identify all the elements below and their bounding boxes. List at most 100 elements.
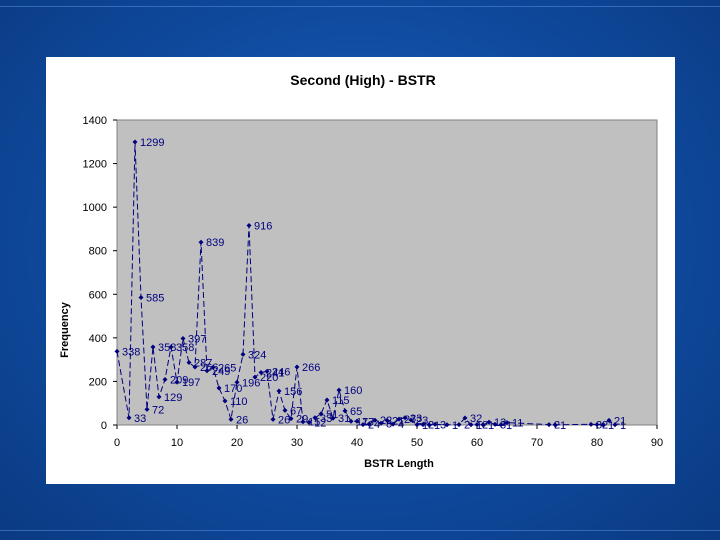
data-point-marker <box>354 418 360 424</box>
data-point-marker <box>264 368 270 374</box>
data-label: 397 <box>188 334 206 346</box>
data-label: 287 <box>194 357 212 369</box>
data-point-marker <box>270 416 276 422</box>
data-label: 1 <box>608 420 614 432</box>
data-label: 115 <box>332 395 350 407</box>
data-point-marker <box>444 422 450 428</box>
data-point-marker <box>318 411 324 417</box>
data-label: 358 <box>158 342 176 354</box>
data-label: 17 <box>362 416 374 428</box>
y-tick-label: 1200 <box>83 159 107 171</box>
data-point-marker <box>240 351 246 357</box>
data-label: 1 <box>434 420 440 432</box>
data-label: 209 <box>170 374 188 386</box>
data-label: 1 <box>560 420 566 432</box>
data-label: 338 <box>122 346 140 358</box>
data-label: 2 <box>464 420 470 432</box>
data-label: 358 <box>176 342 194 354</box>
data-point-marker <box>426 422 432 428</box>
data-label: 3 <box>596 419 602 431</box>
data-point-marker <box>456 422 462 428</box>
data-point-marker <box>468 422 474 428</box>
data-label: 4 <box>374 419 380 431</box>
y-tick-label: 200 <box>89 376 107 388</box>
data-label: 21 <box>392 415 404 427</box>
data-label: 3 <box>500 419 506 431</box>
data-label: 1 <box>488 420 494 432</box>
x-tick-label: 30 <box>291 437 303 449</box>
data-point-marker <box>312 415 318 421</box>
data-label: 266 <box>302 362 320 374</box>
line-chart: Second (High) - BSTR 0200400600800100012… <box>59 72 663 470</box>
data-point-marker <box>486 419 492 425</box>
data-point-marker <box>504 420 510 426</box>
data-point-marker <box>294 364 300 370</box>
data-point-marker <box>432 421 438 427</box>
x-tick-label: 70 <box>531 437 543 449</box>
x-tick-label: 20 <box>231 437 243 449</box>
data-point-marker <box>228 416 234 422</box>
data-point-marker <box>366 421 372 427</box>
data-point-marker <box>150 344 156 350</box>
x-tick-label: 0 <box>114 437 120 449</box>
x-tick-label: 60 <box>471 437 483 449</box>
data-point-marker <box>246 222 252 228</box>
data-point-marker <box>132 139 138 145</box>
x-tick-label: 50 <box>411 437 423 449</box>
x-tick-label: 40 <box>351 437 363 449</box>
data-label: 8 <box>386 418 392 430</box>
data-label: 2 <box>482 420 488 432</box>
data-label: 839 <box>206 237 224 249</box>
data-point-marker <box>414 422 420 428</box>
data-point-marker <box>144 406 150 412</box>
x-axis-title: BSTR Length <box>364 458 434 470</box>
data-label: 1299 <box>140 137 164 149</box>
data-point-marker <box>282 407 288 413</box>
data-label: 249 <box>212 366 230 378</box>
data-point-marker <box>372 417 378 423</box>
y-tick-label: 1400 <box>83 115 107 127</box>
data-point-marker <box>306 419 312 425</box>
data-label: 33 <box>320 413 332 425</box>
data-label: 916 <box>254 220 272 232</box>
data-label: 1 <box>422 420 428 432</box>
data-point-marker <box>390 421 396 427</box>
data-point-marker <box>258 369 264 375</box>
data-label: 26 <box>278 414 290 426</box>
data-point-marker <box>600 422 606 428</box>
data-point-marker <box>222 398 228 404</box>
data-point-marker <box>324 397 330 403</box>
data-label: 2 <box>554 420 560 432</box>
data-labels: 3383312995857235812920935819739728726683… <box>122 137 626 432</box>
data-label: 1 <box>620 420 626 432</box>
data-label: 33 <box>134 413 146 425</box>
data-point-marker <box>360 422 366 428</box>
data-label: 241 <box>266 367 284 379</box>
data-point-marker <box>210 364 216 370</box>
data-label: 33 <box>410 413 422 425</box>
data-label: 22 <box>380 415 392 427</box>
data-label: 17 <box>356 416 368 428</box>
x-tick-label: 90 <box>651 437 663 449</box>
data-label: 21 <box>614 415 626 427</box>
data-label: 3 <box>440 419 446 431</box>
y-tick-label: 400 <box>89 333 107 345</box>
data-point-marker <box>180 336 186 342</box>
chart-title: Second (High) - BSTR <box>290 72 435 88</box>
data-label: 13 <box>494 417 506 429</box>
data-label: 31 <box>338 413 350 425</box>
data-point-marker <box>138 295 144 301</box>
series-line <box>116 141 616 426</box>
series-polyline <box>116 141 616 426</box>
y-axis: 0 200 400 600 800 1000 1200 1400 <box>83 115 117 432</box>
data-point-marker <box>216 385 222 391</box>
x-tick-label: 10 <box>171 437 183 449</box>
data-label: 11 <box>512 418 523 430</box>
data-point-marker <box>480 422 486 428</box>
data-point-marker <box>594 422 600 428</box>
data-point-marker <box>552 422 558 428</box>
data-label: 1 <box>476 420 482 432</box>
data-label: 1 <box>452 420 458 432</box>
data-point-marker <box>276 388 282 394</box>
data-point-marker <box>348 418 354 424</box>
